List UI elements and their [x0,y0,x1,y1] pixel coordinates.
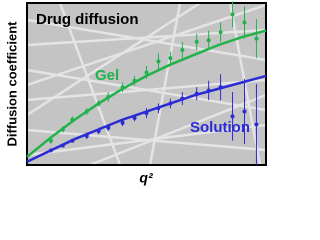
data-point [194,39,199,44]
x-axis-label: q² [139,170,153,186]
plot-border [26,2,267,166]
y-axis-label: Diffusion coefficient [4,21,19,147]
data-point [242,109,247,114]
data-point [218,85,223,90]
data-point [96,101,101,106]
data-point [254,122,259,127]
series-label: Solution [190,119,250,136]
data-point [156,106,161,111]
fiber-texture [26,1,267,167]
data-point [144,70,149,75]
data-point [144,111,149,116]
data-point [132,116,137,121]
data-point [254,36,259,41]
data-point [70,138,75,143]
data-point [106,125,111,130]
data-point [84,133,89,138]
data-point [230,12,235,17]
data-point [120,85,125,90]
data-point [168,101,173,106]
data-point [194,91,199,96]
data-point [180,47,185,52]
data-point [120,120,125,125]
data-point [242,20,247,25]
data-point [48,148,53,153]
chart: Drug diffusion Diffusion coefficient q² … [4,1,267,186]
data-point [180,96,185,101]
data-point [206,38,211,43]
series-label: Gel [95,67,119,84]
data-point [218,30,223,35]
data-point [106,94,111,99]
data-point [206,88,211,93]
data-point [96,128,101,133]
data-point [60,127,65,132]
data-point [132,78,137,83]
data-point [230,114,235,119]
data-point [60,143,65,148]
data-point [84,109,89,114]
data-point [168,56,173,61]
data-point [70,117,75,122]
chart-title: Drug diffusion [36,11,138,28]
data-point [156,59,161,64]
data-point [48,138,53,143]
